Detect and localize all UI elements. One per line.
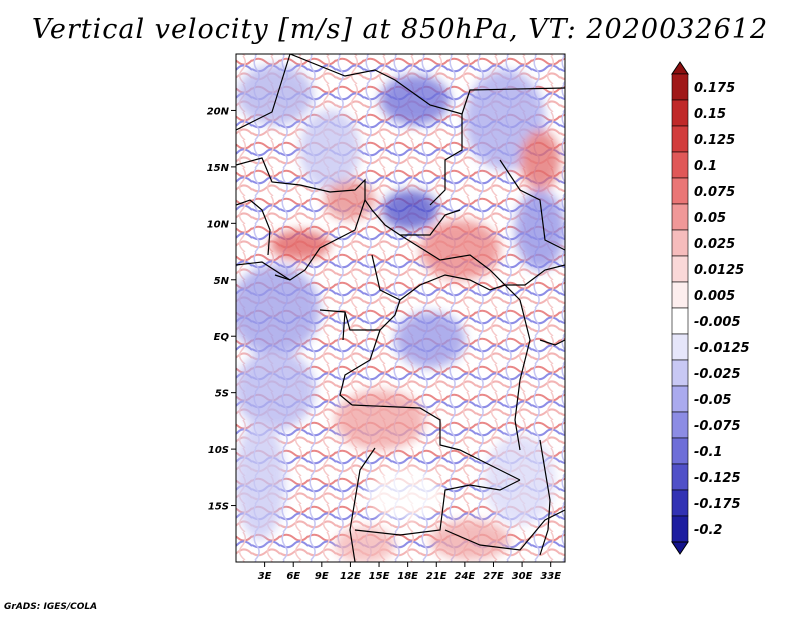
colorbar-swatch xyxy=(671,255,689,283)
colorbar-top-arrow xyxy=(671,61,689,75)
y-tick-label: 15S xyxy=(208,502,229,513)
colorbar-swatch xyxy=(671,151,689,179)
colorbar-swatch xyxy=(671,229,689,257)
x-tick-label: 27E xyxy=(483,571,504,582)
x-tick-label: 24E xyxy=(454,571,475,582)
y-tick-label: 15N xyxy=(207,163,230,174)
colorbar-swatch xyxy=(671,411,689,439)
x-tick-label: 3E xyxy=(258,571,272,582)
colorbar-label: -0.075 xyxy=(694,419,741,434)
x-tick-label: 9E xyxy=(315,571,329,582)
y-tick-label: 20N xyxy=(207,106,230,117)
y-tick-label: 10S xyxy=(208,445,229,456)
colorbar-label: 0.15 xyxy=(694,107,726,122)
country-borders xyxy=(236,54,565,562)
colorbar-swatch xyxy=(671,125,689,153)
colorbar-label: 0.05 xyxy=(694,211,726,226)
colorbar-label: -0.125 xyxy=(694,471,741,486)
x-tick-label: 12E xyxy=(340,571,361,582)
colorbar-swatch xyxy=(671,73,689,101)
colorbar-label: -0.05 xyxy=(694,393,731,408)
y-tick-label: 5S xyxy=(215,389,229,400)
x-tick-label: 30E xyxy=(512,571,533,582)
colorbar: 0.175 0.15 0.125 0.1 0.075 0.05 0.025 0.0125 0.0… xyxy=(671,61,750,555)
y-tick-label: 5N xyxy=(214,276,230,287)
x-tick-label: 6E xyxy=(286,571,300,582)
x-tick-label: 33E xyxy=(540,571,561,582)
map-frame xyxy=(235,53,566,563)
colorbar-label: 0.1 xyxy=(694,159,717,174)
colorbar-swatch xyxy=(671,333,689,361)
x-axis: 3E 6E 9E 12E 15E 18E 21E 24E 27E 30E 33E xyxy=(258,562,561,582)
colorbar-swatch xyxy=(671,203,689,231)
colorbar-swatch xyxy=(671,177,689,205)
colorbar-swatch xyxy=(671,463,689,491)
x-tick-label: 18E xyxy=(397,571,418,582)
colorbar-swatch xyxy=(671,99,689,127)
y-tick-label: EQ xyxy=(214,332,230,343)
colorbar-label: 0.005 xyxy=(694,289,735,304)
colorbar-swatch xyxy=(671,437,689,465)
colorbar-label: 0.175 xyxy=(694,81,735,96)
colorbar-label: -0.025 xyxy=(694,367,741,382)
colorbar-swatch xyxy=(671,515,689,543)
x-tick-label: 21E xyxy=(426,571,447,582)
colorbar-label: -0.005 xyxy=(694,315,741,330)
y-tick-label: 10N xyxy=(207,219,230,230)
y-axis: 20N 15N 10N 5N EQ 5S 10S 15S xyxy=(207,106,236,513)
colorbar-swatch xyxy=(671,281,689,309)
footer-credit: GrADS: IGES/COLA xyxy=(4,602,98,612)
colorbar-swatch xyxy=(671,359,689,387)
colorbar-label: -0.175 xyxy=(694,497,741,512)
colorbar-label: 0.125 xyxy=(694,133,735,148)
colorbar-label: 0.075 xyxy=(694,185,735,200)
x-tick-label: 15E xyxy=(369,571,390,582)
colorbar-label: -0.2 xyxy=(694,523,722,538)
colorbar-label: 0.025 xyxy=(694,237,735,252)
colorbar-bottom-arrow xyxy=(671,541,689,555)
chart-title: Vertical velocity [m/s] at 850hPa, VT: 2… xyxy=(31,14,769,45)
colorbar-label: 0.0125 xyxy=(694,263,744,278)
colorbar-swatch xyxy=(671,307,689,335)
colorbar-label: -0.0125 xyxy=(694,341,750,356)
colorbar-swatch xyxy=(671,385,689,413)
colorbar-swatch xyxy=(671,489,689,517)
map-field xyxy=(236,54,565,562)
colorbar-label: -0.1 xyxy=(694,445,722,460)
